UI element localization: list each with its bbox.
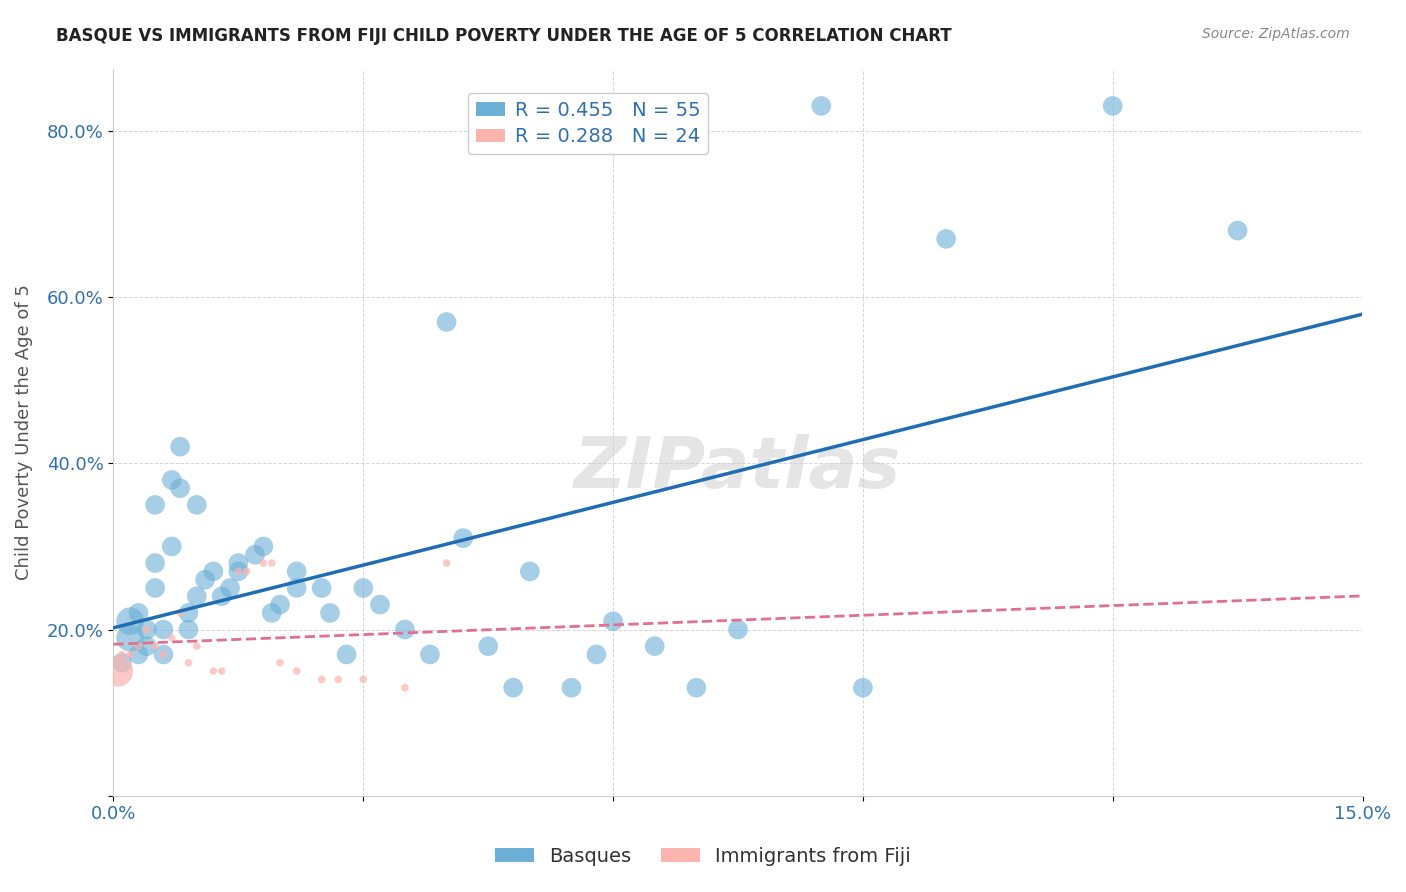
Point bbox=[436, 556, 458, 570]
Point bbox=[810, 99, 832, 113]
Point bbox=[352, 673, 374, 687]
Point bbox=[352, 581, 374, 595]
Point bbox=[135, 623, 157, 637]
Point bbox=[111, 648, 134, 662]
Point bbox=[394, 681, 416, 695]
Point bbox=[211, 664, 233, 678]
Point bbox=[120, 614, 142, 628]
Point bbox=[451, 531, 474, 545]
Point bbox=[127, 648, 149, 662]
Point bbox=[235, 565, 257, 579]
Point bbox=[177, 623, 200, 637]
Point bbox=[135, 623, 157, 637]
Point bbox=[127, 606, 149, 620]
Point bbox=[177, 606, 200, 620]
Text: Source: ZipAtlas.com: Source: ZipAtlas.com bbox=[1202, 27, 1350, 41]
Text: ZIPatlas: ZIPatlas bbox=[574, 434, 901, 503]
Point bbox=[319, 606, 342, 620]
Point bbox=[285, 565, 308, 579]
Point bbox=[602, 614, 624, 628]
Y-axis label: Child Poverty Under the Age of 5: Child Poverty Under the Age of 5 bbox=[15, 285, 32, 580]
Point bbox=[269, 598, 291, 612]
Point bbox=[477, 639, 499, 653]
Point bbox=[152, 648, 174, 662]
Point bbox=[202, 565, 225, 579]
Point bbox=[260, 606, 283, 620]
Text: BASQUE VS IMMIGRANTS FROM FIJI CHILD POVERTY UNDER THE AGE OF 5 CORRELATION CHAR: BASQUE VS IMMIGRANTS FROM FIJI CHILD POV… bbox=[56, 27, 952, 45]
Point bbox=[120, 631, 142, 645]
Point bbox=[177, 656, 200, 670]
Point bbox=[160, 473, 183, 487]
Point bbox=[436, 315, 458, 329]
Point bbox=[502, 681, 524, 695]
Point bbox=[519, 565, 541, 579]
Point bbox=[228, 565, 250, 579]
Point bbox=[186, 498, 208, 512]
Point bbox=[228, 556, 250, 570]
Point bbox=[143, 498, 166, 512]
Point bbox=[644, 639, 666, 653]
Point bbox=[311, 581, 333, 595]
Point bbox=[143, 581, 166, 595]
Point bbox=[186, 589, 208, 603]
Point bbox=[169, 481, 191, 495]
Point bbox=[328, 673, 350, 687]
Point bbox=[143, 556, 166, 570]
Point bbox=[243, 548, 266, 562]
Point bbox=[169, 606, 191, 620]
Point bbox=[1226, 224, 1249, 238]
Point bbox=[186, 639, 208, 653]
Point bbox=[394, 623, 416, 637]
Point bbox=[228, 565, 250, 579]
Point bbox=[127, 639, 149, 653]
Point bbox=[285, 664, 308, 678]
Point bbox=[252, 540, 274, 554]
Point bbox=[336, 648, 359, 662]
Point bbox=[152, 648, 174, 662]
Point bbox=[152, 623, 174, 637]
Point bbox=[935, 232, 957, 246]
Point bbox=[1101, 99, 1123, 113]
Point bbox=[219, 581, 242, 595]
Point bbox=[269, 656, 291, 670]
Point bbox=[111, 656, 134, 670]
Point bbox=[202, 664, 225, 678]
Point bbox=[419, 648, 441, 662]
Point bbox=[585, 648, 607, 662]
Legend: Basques, Immigrants from Fiji: Basques, Immigrants from Fiji bbox=[488, 838, 918, 873]
Point bbox=[211, 589, 233, 603]
Point bbox=[252, 556, 274, 570]
Point bbox=[107, 664, 129, 678]
Point bbox=[727, 623, 749, 637]
Point bbox=[852, 681, 875, 695]
Point bbox=[160, 631, 183, 645]
Point bbox=[368, 598, 391, 612]
Point bbox=[560, 681, 582, 695]
Point bbox=[194, 573, 217, 587]
Point bbox=[135, 639, 157, 653]
Legend: R = 0.455   N = 55, R = 0.288   N = 24: R = 0.455 N = 55, R = 0.288 N = 24 bbox=[468, 93, 709, 154]
Point bbox=[120, 648, 142, 662]
Point bbox=[311, 673, 333, 687]
Point bbox=[285, 581, 308, 595]
Point bbox=[143, 639, 166, 653]
Point bbox=[260, 556, 283, 570]
Point bbox=[685, 681, 707, 695]
Point bbox=[160, 540, 183, 554]
Point bbox=[169, 440, 191, 454]
